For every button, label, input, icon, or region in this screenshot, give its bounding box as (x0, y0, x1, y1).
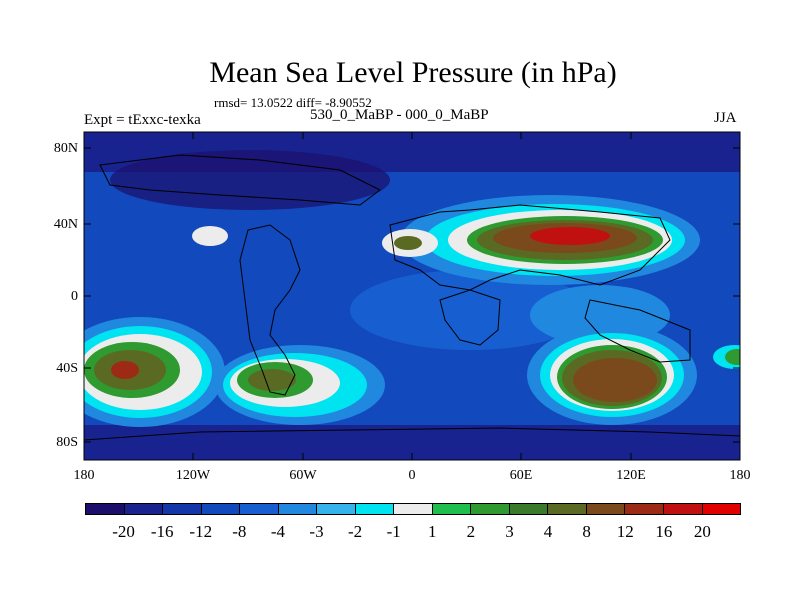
colorbar-label: 12 (616, 522, 634, 541)
colorbar-label: 8 (582, 522, 591, 541)
colorbar-swatch (509, 504, 549, 514)
lon-tick-label: 60W (289, 468, 317, 483)
lon-tick-label: 120E (616, 468, 646, 483)
rmsd-diff-stats: rmsd= 13.0522 diff= -8.90552 (214, 95, 372, 110)
colorbar-swatch (586, 504, 626, 514)
colorbar-swatch (432, 504, 472, 514)
season-label: JJA (714, 110, 737, 126)
map-field (84, 132, 740, 460)
lat-tick-label: 40N (53, 217, 78, 232)
lon-tick-label: 180 (729, 468, 751, 483)
colorbar-label: -4 (270, 522, 286, 541)
colorbar-swatch (394, 504, 433, 514)
period-label: 530_0_MaBP - 000_0_MaBP (310, 107, 489, 123)
colorbar-swatch (201, 504, 241, 514)
colorbar-swatch (702, 504, 741, 514)
colorbar-label: 3 (505, 522, 514, 541)
colorbar-label: -12 (189, 522, 213, 541)
colorbar-swatch (625, 504, 664, 514)
lat-tick-label: 80N (53, 141, 78, 156)
equatorial-zone (350, 270, 590, 350)
lat-tick-label: 40S (56, 361, 78, 376)
colorbar-swatch (163, 504, 202, 514)
map-title: Mean Sea Level Pressure (in hPa) (209, 56, 617, 89)
colorbar-label: -2 (348, 522, 363, 541)
colorbar-swatch (663, 504, 703, 514)
colorbar-swatch (355, 504, 395, 514)
colorbar-swatch (278, 504, 318, 514)
lon-tick-label: 0 (408, 468, 416, 483)
colorbar-swatch (471, 504, 510, 514)
colorbar-label: 2 (466, 522, 476, 541)
colorbar-label: -3 (309, 522, 324, 541)
lon-tick-label: 60E (509, 468, 533, 483)
colorbar-label: 20 (693, 522, 711, 541)
axis-ticks (84, 132, 740, 460)
colorbar-label: 16 (655, 522, 673, 541)
experiment-label: Expt = tExxc-texka (84, 112, 201, 128)
colorbar-swatch (548, 504, 587, 514)
colorbar-swatch (86, 504, 125, 514)
colorbar (85, 503, 741, 515)
lon-tick-label: 120W (175, 468, 211, 483)
colorbar-swatch (124, 504, 164, 514)
colorbar-label: -1 (386, 522, 401, 541)
north-pacific-cell (192, 226, 228, 246)
north-low-region (110, 150, 390, 210)
colorbar-swatch (317, 504, 356, 514)
lat-tick-label: 0 (71, 289, 78, 304)
colorbar-label: 1 (428, 522, 437, 541)
lon-tick-label: 180 (73, 468, 95, 483)
colorbar-label: -16 (150, 522, 174, 541)
colorbar-label: 4 (543, 522, 553, 541)
colorbar-label: -8 (232, 522, 247, 541)
lat-tick-label: 80S (56, 435, 78, 450)
coastlines (84, 154, 740, 441)
colorbar-swatch (240, 504, 279, 514)
colorbar-label: -20 (112, 522, 135, 541)
